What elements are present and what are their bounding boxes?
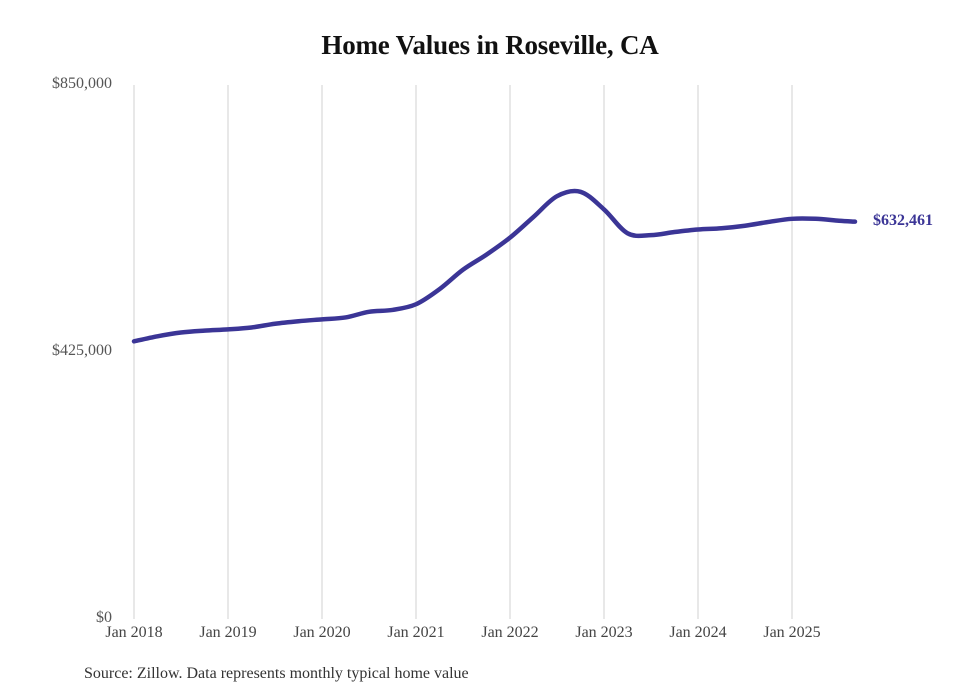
y-axis-tick-label: $0: [96, 609, 112, 626]
x-axis-tick-label: Jan 2018: [105, 624, 163, 641]
x-axis-tick-label: Jan 2021: [387, 624, 445, 641]
value-line: [131, 188, 858, 344]
x-axis-tick-label: Jan 2020: [293, 624, 351, 641]
y-axis: $850,000 $425,000 $0: [0, 0, 112, 699]
x-axis-tick-label: Jan 2024: [669, 624, 727, 641]
x-axis-tick-label: Jan 2022: [481, 624, 539, 641]
x-axis-tick-label: Jan 2023: [575, 624, 633, 641]
source-note: Source: Zillow. Data represents monthly …: [84, 665, 469, 682]
x-axis-tick-label: Jan 2025: [763, 624, 821, 641]
x-axis-tick-label: Jan 2019: [199, 624, 257, 641]
y-axis-tick-label: $425,000: [52, 342, 112, 359]
data-line-series: [131, 188, 858, 344]
y-axis-tick-label: $850,000: [52, 75, 112, 92]
chart-title: Home Values in Roseville, CA: [321, 30, 659, 60]
end-value-label: $632,461: [872, 211, 933, 229]
gridlines: [133, 85, 793, 619]
